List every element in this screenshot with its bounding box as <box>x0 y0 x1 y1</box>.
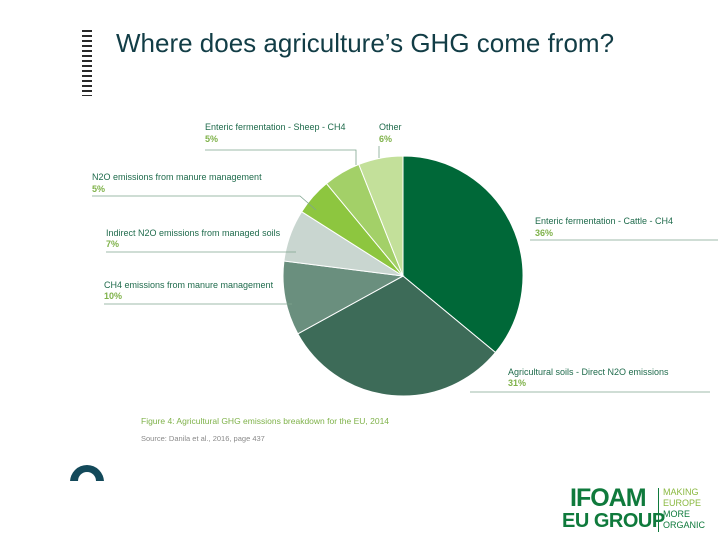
value-other: 6% <box>379 134 392 144</box>
decorative-dotted-bar <box>82 30 92 96</box>
value-n2o-manure: 5% <box>92 184 105 194</box>
leader-sheep <box>205 149 357 165</box>
logo-tagline-3: MORE <box>663 509 690 519</box>
figure-caption: Figure 4: Agricultural GHG emissions bre… <box>141 416 389 426</box>
logo-tagline-1: MAKING <box>663 487 699 497</box>
back-arrow-icon[interactable] <box>70 463 104 481</box>
label-other: Other <box>379 122 402 132</box>
logo-name-top: IFOAM <box>570 484 647 512</box>
value-sheep: 5% <box>205 134 218 144</box>
logo-tagline-4: ORGANIC <box>663 520 706 530</box>
pie-slice-soils <box>297 275 497 397</box>
label-indirect-n2o: Indirect N2O emissions from managed soil… <box>106 228 281 238</box>
logo-divider <box>658 488 659 532</box>
label-n2o-manure: N2O emissions from manure management <box>92 172 262 182</box>
label-sheep: Enteric fermentation - Sheep - CH4 <box>205 122 346 132</box>
ifoam-logo: IFOAM EU GROUP MAKING EUROPE MORE ORGANI… <box>562 484 712 534</box>
logo-name-bottom: EU GROUP <box>562 510 665 532</box>
label-soils: Agricultural soils - Direct N2O emission… <box>508 367 669 377</box>
value-soils: 31% <box>508 378 526 388</box>
value-ch4-manure: 10% <box>104 291 122 301</box>
figure-source: Source: Danila et al., 2016, page 437 <box>141 434 265 443</box>
value-cattle: 36% <box>535 228 553 238</box>
pie-slice-cattle <box>402 155 524 354</box>
label-cattle: Enteric fermentation - Cattle - CH4 <box>535 216 673 226</box>
logo-tagline-2: EUROPE <box>663 498 702 508</box>
value-indirect-n2o: 7% <box>106 239 119 249</box>
pie-slice-other <box>358 155 404 277</box>
pie-slice-ch4-manure <box>282 260 405 335</box>
slide-title: Where does agriculture’s GHG come from? <box>116 28 615 58</box>
label-ch4-manure: CH4 emissions from manure management <box>104 280 274 290</box>
leader-n2o-manure <box>92 195 317 211</box>
